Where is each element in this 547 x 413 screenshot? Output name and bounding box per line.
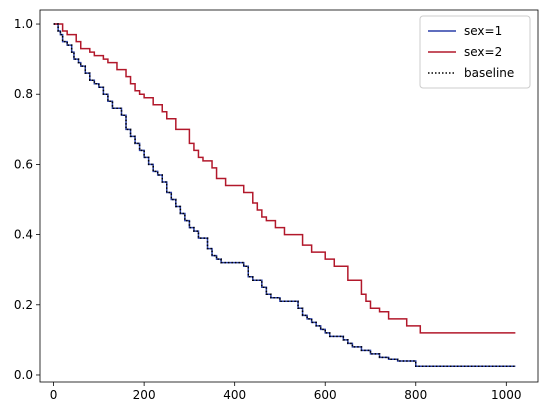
legend-label: sex=2: [464, 45, 502, 59]
x-tick-label: 600: [314, 388, 337, 402]
y-axis: 0.0 0.2 0.4 0.6 0.8 1.0: [14, 17, 40, 382]
y-tick-label: 0.8: [14, 87, 33, 101]
x-axis: 0 200 400 600 800 1000: [50, 382, 522, 402]
legend-box: [419, 15, 531, 89]
axes-frame: [39, 9, 539, 383]
y-tick-label: 0.6: [14, 157, 33, 171]
legend-label: sex=1: [464, 24, 502, 38]
series-line-sex-2: [53, 23, 516, 334]
x-tick-label: 1000: [491, 388, 522, 402]
series-line-baseline: [53, 23, 516, 367]
y-tick-label: 0.2: [14, 298, 33, 312]
x-tick-label: 400: [223, 388, 246, 402]
y-tick-label: 0.4: [14, 228, 33, 242]
legend-label: baseline: [464, 66, 514, 80]
x-tick-label: 0: [50, 388, 58, 402]
y-tick-label: 0.0: [14, 368, 33, 382]
legend: sex=1 sex=2 baseline: [419, 15, 531, 89]
plot-area: [53, 23, 516, 367]
y-tick-label: 1.0: [14, 17, 33, 31]
x-tick-label: 200: [133, 388, 156, 402]
x-tick-label: 800: [404, 388, 427, 402]
